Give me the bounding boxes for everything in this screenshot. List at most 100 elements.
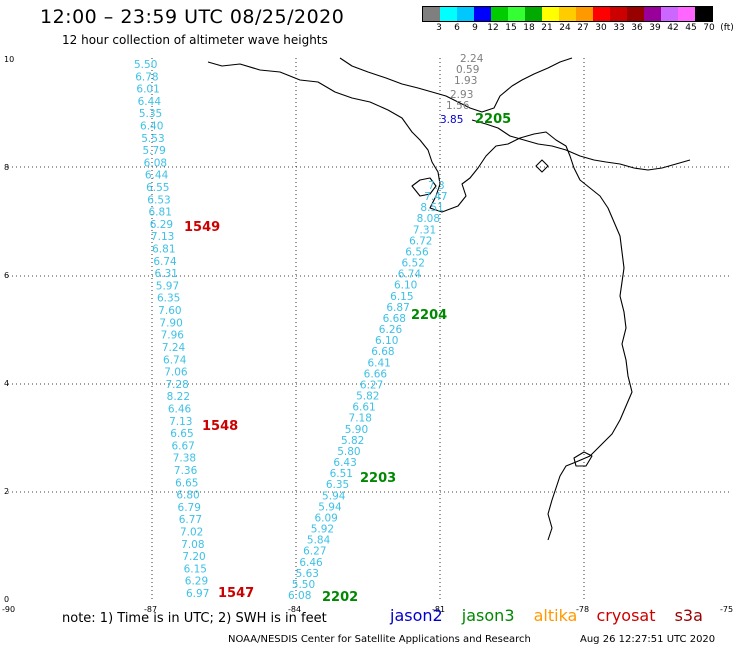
pass-time-labels: 1549 1548 1547 2205 2204 2203 2202: [184, 112, 511, 605]
page-title: 12:00 – 23:59 UTC 08/25/2020: [40, 6, 345, 28]
wave-height-label: 7.28: [165, 379, 188, 391]
lat-tick-8: 8: [4, 163, 9, 172]
wave-height-label: 8.22: [167, 391, 190, 403]
wave-height-label: 5.84: [307, 535, 331, 547]
wave-height-label: 6.31: [155, 268, 178, 280]
lat-tick-0: 0: [4, 595, 9, 604]
wave-height-label: 5.50: [134, 59, 157, 71]
wave-height-label: 6.10: [375, 335, 398, 347]
wave-height-label: 7.24: [162, 342, 186, 354]
timestamp-text: Aug 26 12:27:51 UTC 2020: [580, 634, 716, 645]
wave-height-label: 6.61: [352, 402, 375, 414]
wave-height-label: 5.97: [156, 280, 179, 292]
colorbar-label: 70: [703, 23, 715, 33]
wave-height-label: 5.79: [142, 145, 165, 157]
wave-height-label: 6.15: [184, 563, 207, 575]
wave-height-label: 6.68: [383, 313, 406, 325]
lon-tick-87: -87: [144, 605, 157, 614]
wave-height-label: 6.66: [364, 368, 388, 380]
colorbar-swatch: [525, 7, 542, 21]
wave-height-label: 6.52: [402, 258, 425, 270]
colorbar-swatch: [457, 7, 474, 21]
wave-height-label: 5.80: [337, 446, 360, 458]
colorbar-swatch: [661, 7, 678, 21]
wave-height-label: 1.93: [454, 75, 477, 87]
wave-height-label: 7.31: [413, 224, 436, 236]
colorbar-label: 21: [541, 23, 553, 33]
wave-height-label: 7.20: [182, 551, 205, 563]
colorbar-swatch: [491, 7, 508, 21]
wave-height-label: 5.94: [322, 490, 346, 502]
colorbar-label: 9: [472, 23, 478, 33]
lat-tick-4: 4: [4, 379, 9, 388]
legend-altika: altika: [533, 606, 578, 625]
wave-height-label: 7.36: [174, 465, 198, 477]
wave-height-label: 6.56: [405, 246, 429, 258]
wave-height-label: 5.94: [318, 501, 342, 513]
legend-s3a: s3a: [674, 606, 703, 625]
legend-jason2: jason2: [390, 606, 443, 625]
wave-height-label: 6.41: [367, 357, 390, 369]
wave-height-label: 6.10: [394, 280, 417, 292]
wave-height-label: 7.90: [159, 317, 182, 329]
wave-height-label: 2.93: [450, 89, 473, 101]
wave-height-label: 6.51: [330, 468, 353, 480]
wave-height-label: 6.74: [163, 354, 187, 366]
wave-height-colorbar: [422, 6, 713, 22]
colorbar-label: 27: [577, 23, 589, 33]
colorbar-label: 18: [523, 23, 535, 33]
wave-height-label: 6.77: [179, 514, 202, 526]
wave-height-label: 5.53: [141, 133, 164, 145]
wave-height-label: 6.65: [175, 477, 198, 489]
wave-height-label: 5.90: [345, 424, 368, 436]
wave-height-label: 7.96: [161, 330, 185, 342]
colorbar-swatch: [627, 7, 644, 21]
lon-tick-84: -84: [288, 605, 301, 614]
colorbar-label: 24: [559, 23, 571, 33]
wave-height-label: 6.68: [371, 346, 394, 358]
colorbar-swatch: [610, 7, 627, 21]
wave-height-label: 6.43: [333, 457, 356, 469]
colorbar-swatch: [695, 7, 712, 21]
wave-height-label: 6.26: [379, 324, 403, 336]
wave-height-label: 8.08: [417, 213, 440, 225]
wave-height-label: 6.46: [168, 403, 192, 415]
credit-text: NOAA/NESDIS Center for Satellite Applica…: [228, 634, 531, 645]
wave-height-label: 7.3: [428, 180, 445, 192]
wave-height-label: 6.87: [386, 302, 409, 314]
colorbar-swatch: [559, 7, 576, 21]
wave-height-label: 6.81: [152, 244, 175, 256]
coastline: [207, 57, 691, 541]
wave-height-label: 6.65: [170, 428, 193, 440]
colorbar-swatch: [474, 7, 491, 21]
colorbar-swatch: [576, 7, 593, 21]
pass-time-label: 2205: [475, 112, 511, 127]
wave-height-label: 5.50: [292, 579, 315, 591]
satellite-legend: jason2 jason3 altika cryosat s3a: [390, 606, 717, 625]
axis-labels: 0 2 4 6 8 10 -90 -87 -84 -81 -78 -75: [2, 55, 733, 614]
wave-height-label: 6.80: [176, 490, 199, 502]
wave-height-label: 6.27: [303, 546, 326, 558]
colorbar-label: 15: [505, 23, 517, 33]
wave-height-label: 6.78: [135, 71, 158, 83]
colorbar-label: (ft): [720, 23, 734, 33]
wave-height-label: 6.08: [144, 157, 167, 169]
wave-height-label: 5.82: [356, 391, 379, 403]
wave-height-label: 6.81: [149, 207, 172, 219]
pass-time-label: 2204: [411, 308, 447, 323]
wave-height-label: 5.35: [139, 108, 162, 120]
wave-height-label: 7.60: [158, 305, 181, 317]
gridlines: [8, 58, 732, 600]
colorbar-swatch: [440, 7, 457, 21]
pass-time-label: 2203: [360, 471, 396, 486]
wave-height-label: 6.74: [398, 269, 422, 281]
colorbar-label: 30: [595, 23, 607, 33]
wave-height-label: 7.06: [164, 367, 188, 379]
wave-height-label: 6.09: [314, 512, 337, 524]
lat-tick-6: 6: [4, 271, 9, 280]
wave-height-label: 6.53: [147, 194, 170, 206]
wave-height-label: 5.82: [341, 435, 364, 447]
colorbar-label: 33: [613, 23, 625, 33]
wave-height-label: 2.24: [460, 53, 484, 65]
colorbar-label: 36: [631, 23, 643, 33]
